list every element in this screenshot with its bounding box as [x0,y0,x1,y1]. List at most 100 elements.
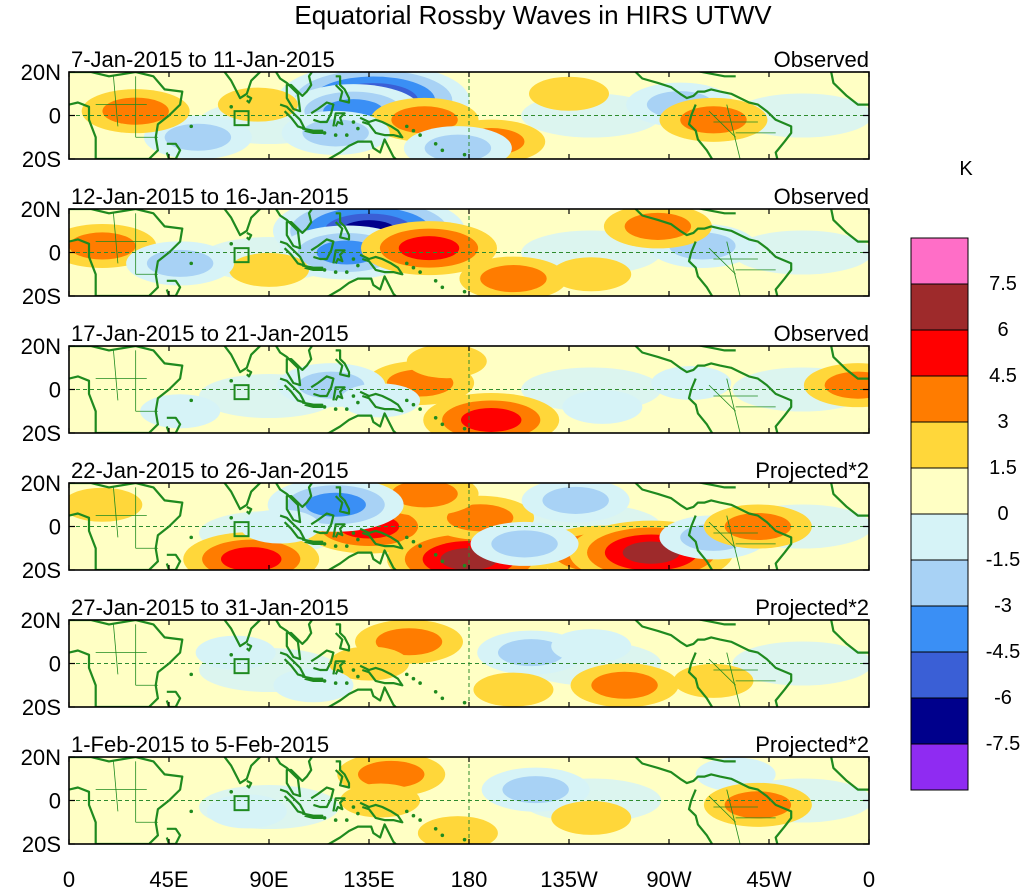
caribbean-coast [696,483,736,489]
anomaly-contour [140,394,221,429]
y-tick-label: 20S [22,695,61,720]
colorbar-level-label: -7.5 [986,733,1020,755]
anomaly-contour [221,547,282,570]
island [411,402,416,407]
x-tick-label: 180 [451,867,488,890]
india-coast [223,620,262,648]
java-coast [302,675,324,682]
island [411,813,416,818]
x-tick-label: 90E [249,867,288,890]
island [418,270,422,274]
panel-status: Projected*2 [755,595,869,620]
colorbar-level-label: 6 [997,319,1008,341]
anomaly-contour [206,794,287,829]
island [229,790,234,794]
x-tick-label: 0 [863,867,875,890]
colorbar-swatch [910,651,969,699]
sulawesi-coast [332,249,346,264]
colorbar-swatch [910,513,969,561]
country-border [113,76,119,127]
coastlines [69,483,869,570]
australia-coast [325,275,398,296]
panel-date-range: 12-Jan-2015 to 16-Jan-2015 [71,184,349,209]
africa-westcoast-end [830,483,869,517]
y-tick-label: 20N [21,334,61,359]
island [344,270,349,274]
island [189,809,194,814]
southamerica-westcoast [687,241,714,296]
island [418,544,422,548]
island [351,531,356,535]
centralamerica-coast [634,620,793,707]
island [189,124,194,129]
coastlines [69,209,869,296]
y-tick-label: 20S [22,421,61,446]
africa-westcoast-end [830,209,869,243]
y-tick-label: 20N [21,60,61,85]
reference-box [233,110,250,127]
coastlines [69,620,869,707]
panel-field [69,346,869,433]
colorbar-swatch [910,237,969,285]
caribbean-coast [696,757,736,763]
africa-coast [69,209,184,296]
colorbar-swatch [910,605,969,653]
panel-date-range: 7-Jan-2015 to 11-Jan-2015 [71,47,335,72]
island [462,152,467,157]
newguinea-coast [359,390,404,413]
island [440,148,445,153]
panel-3: 20N 0 20S 17-Jan-2015 to 21-Jan-2015 Observe… [21,321,870,446]
island [356,674,360,679]
island [462,837,467,842]
island [344,133,349,137]
africa-westcoast-end [830,620,869,654]
y-tick-label: 20N [21,608,61,633]
island [433,826,438,831]
srilanka-coast [246,368,253,378]
indochina-coast [274,209,314,250]
anomaly-contour [69,232,136,260]
country-border [726,652,741,707]
island [351,668,356,672]
anomaly-contour [502,776,569,804]
anomaly-contour [406,346,487,379]
southamerica-westcoast [687,652,714,707]
indochina-coast [274,757,314,798]
sulawesi-coast [332,797,346,812]
panel-6: 20N 0 20S 1-Feb-2015 to 5-Feb-2015 Projected… [21,732,870,857]
x-tick-label: 45E [149,867,188,890]
indochina-coast [274,620,314,661]
sulawesi-coast [332,386,346,401]
island [322,405,327,409]
centralamerica-coast [634,757,793,844]
panel-4: 20N 0 20S 22-Jan-2015 to 26-Jan-2015 Project… [21,458,870,583]
sulawesi-coast [332,523,346,538]
anomaly-contour [69,487,143,522]
y-tick-label: 0 [49,652,61,677]
island [433,278,438,283]
newguinea-coast [359,801,404,824]
colorbar-level-label: 0 [997,503,1008,525]
australia-coast [325,686,398,707]
coastlines [69,72,869,159]
africa-coast [69,483,184,570]
caribbean-coast [696,346,736,352]
y-tick-label: 0 [49,104,61,129]
island [418,407,422,411]
x-tick-label: 135E [343,867,394,890]
panel-field [69,72,869,159]
indochina-coast [274,346,314,387]
island [462,426,467,431]
philippines-coast [334,212,351,241]
colorbar-level-label: -3 [994,595,1012,617]
island [433,552,438,557]
y-tick-label: 20S [22,284,61,309]
colorbar-level-label: 4.5 [989,365,1017,387]
colorbar-swatch [910,697,969,745]
island [462,700,467,705]
country-border [113,761,119,812]
island [356,126,360,131]
y-tick-label: 20N [21,471,61,496]
country-border [113,624,119,675]
island [411,128,416,133]
